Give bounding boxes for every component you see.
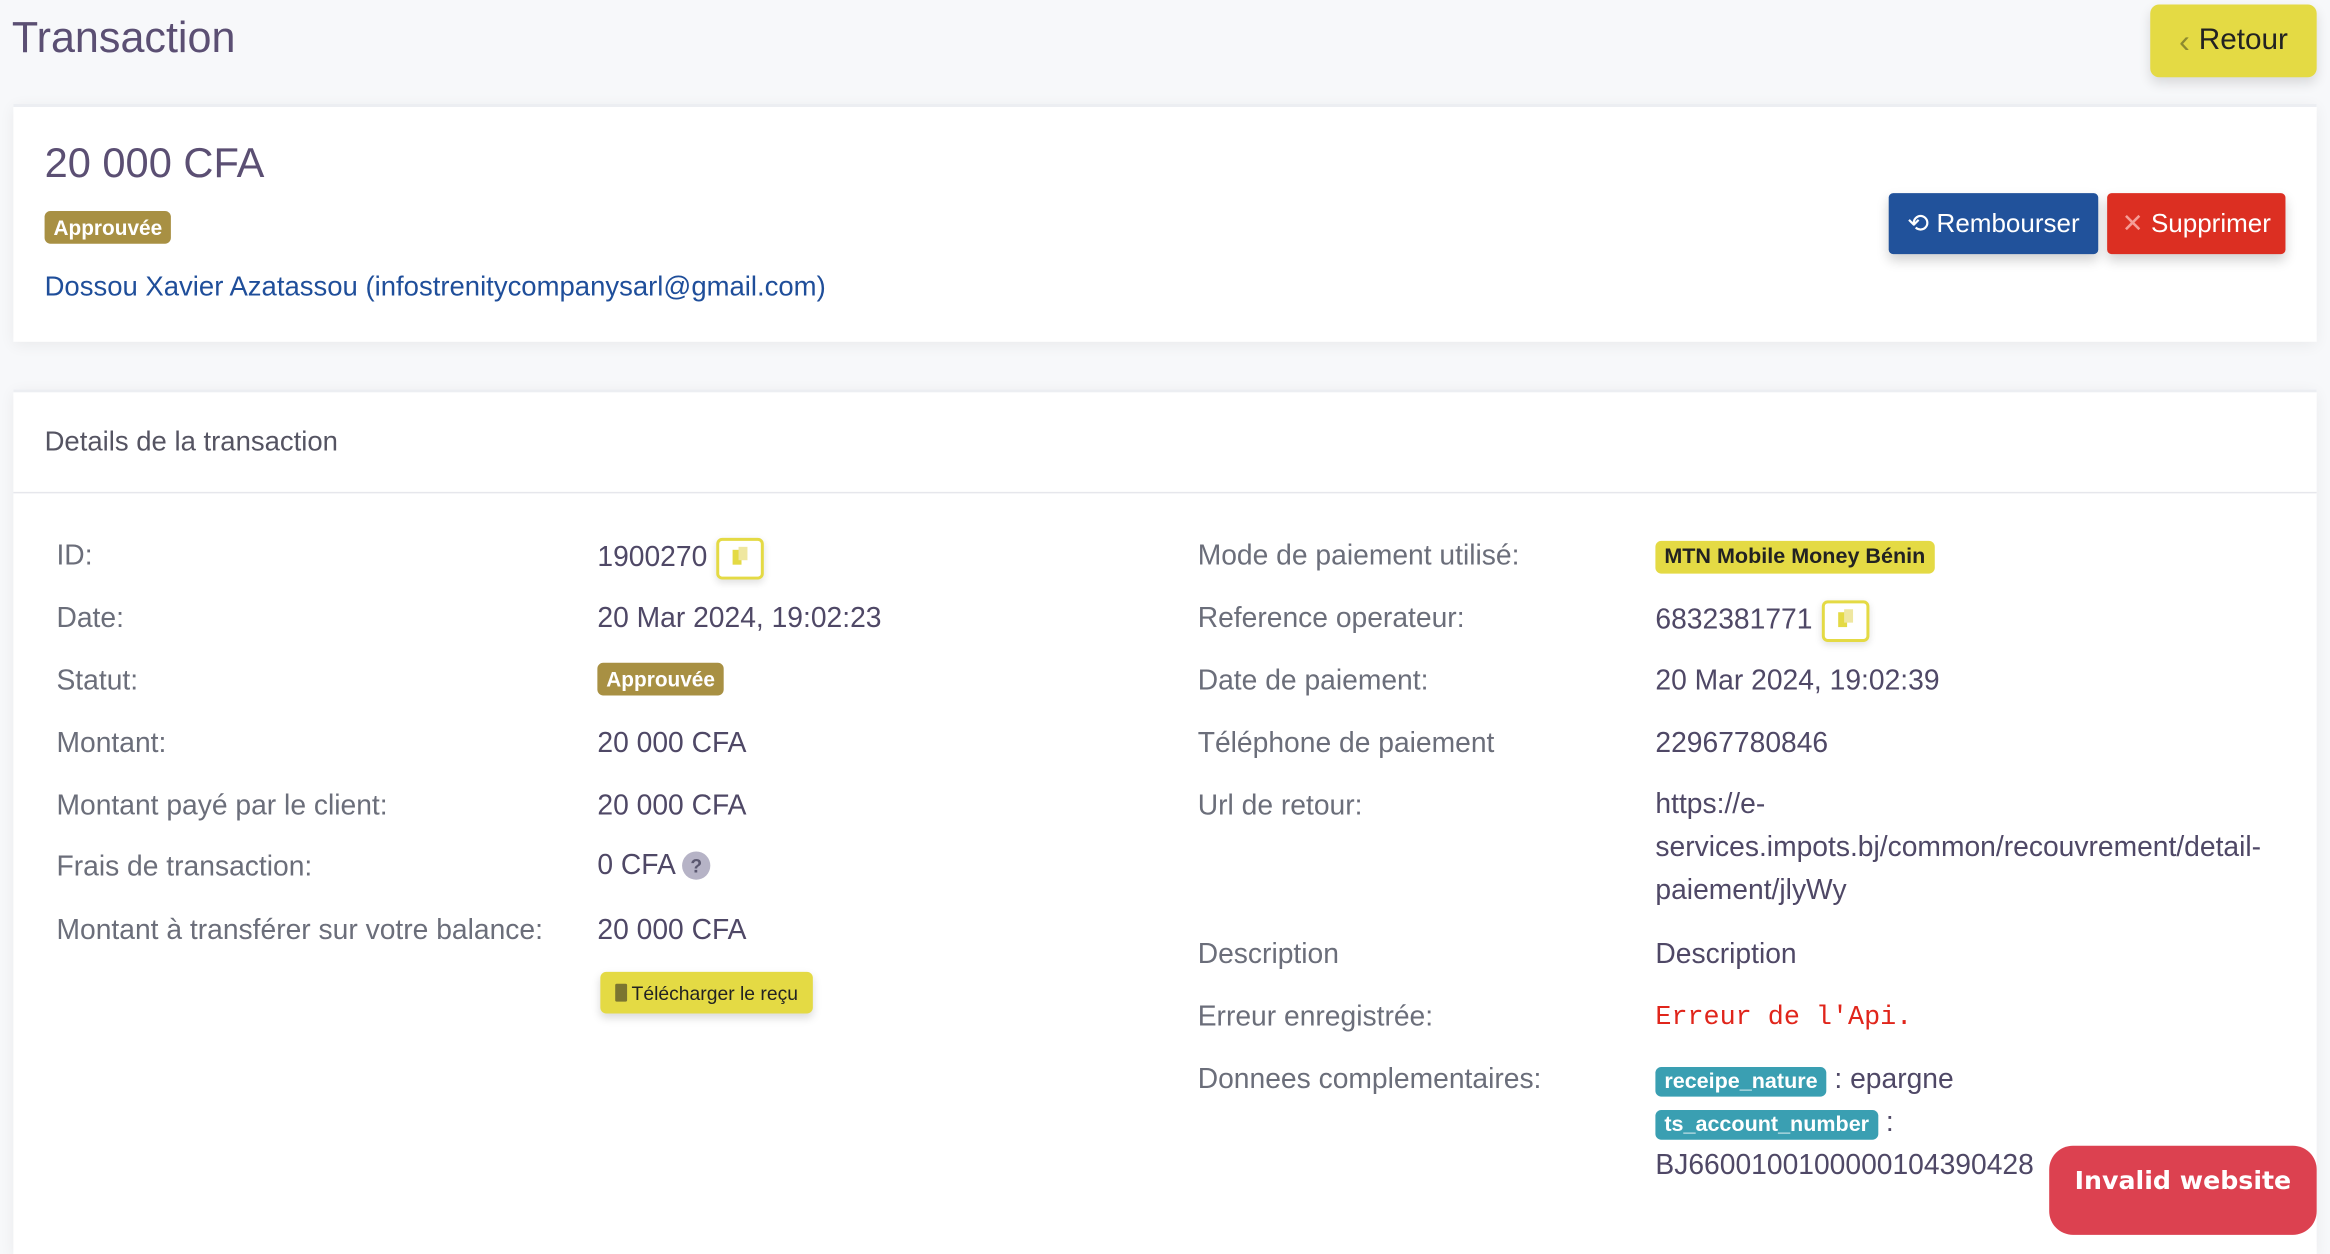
invalid-website-button[interactable]: Invalid website [2049, 1145, 2317, 1235]
undo-icon: ⟲ [1907, 208, 1930, 238]
close-icon: ✕ [2121, 208, 2144, 238]
extra-value-cont: BJ6600100100000104390428 [1655, 1150, 2034, 1182]
description-label: Description [1197, 939, 1339, 971]
delete-label: Supprimer [2150, 208, 2271, 238]
help-icon[interactable]: ? [682, 852, 711, 881]
extra-value: : epargne [1834, 1063, 1954, 1096]
url-line: paiement/jlyWy [1655, 875, 1847, 907]
file-download-icon [615, 983, 628, 1002]
back-button[interactable]: ‹ Retour [2150, 4, 2317, 78]
url-line: services.impots.bj/common/recouvrement/d… [1655, 832, 2262, 864]
return-url-value: https://e- services.impots.bj/common/rec… [1655, 783, 2261, 912]
date-label: Date: [56, 603, 124, 635]
refund-button[interactable]: ⟲ Rembourser [1888, 193, 2099, 255]
description-value: Description [1655, 939, 1797, 971]
amount-label: Montant: [56, 728, 167, 760]
amount-value: 20 000 CFA [597, 728, 747, 760]
download-receipt-button[interactable]: Télécharger le reçu [600, 971, 813, 1014]
fee-value: 0 CFA ? [597, 849, 711, 883]
transfer-value: 20 000 CFA [597, 915, 747, 947]
id-label: ID: [56, 540, 93, 573]
payment-phone-value: 22967780846 [1655, 728, 1829, 760]
chevron-left-icon: ‹ [2178, 21, 2190, 59]
extra-key-badge: receipe_nature [1655, 1066, 1827, 1097]
download-label: Télécharger le reçu [631, 981, 798, 1004]
payment-mode-badge: MTN Mobile Money Bénin [1655, 540, 1935, 574]
error-label: Erreur enregistrée: [1197, 1001, 1434, 1033]
extra-value: : [1885, 1107, 1894, 1139]
operator-ref-text: 6832381771 [1655, 604, 1813, 637]
extra-data-label: Donnees complementaires: [1197, 1063, 1542, 1096]
status-value-badge: Approuvée [597, 662, 724, 696]
extra-key-badge: ts_account_number [1655, 1110, 1879, 1140]
copy-icon[interactable] [716, 537, 764, 580]
extra-item: receipe_nature : epargne [1655, 1063, 1954, 1097]
id-text: 1900270 [597, 542, 708, 574]
payment-date-label: Date de paiement: [1197, 665, 1429, 697]
transaction-amount: 20 000 CFA [44, 139, 265, 186]
refund-label: Rembourser [1936, 208, 2080, 238]
back-label: Retour [2198, 23, 2288, 57]
payment-phone-label: Téléphone de paiement [1197, 728, 1495, 760]
error-value: Erreur de l'Api. [1655, 1003, 1913, 1033]
delete-button[interactable]: ✕ Supprimer [2107, 193, 2286, 255]
customer-link[interactable]: Dossou Xavier Azatassou (infostrenitycom… [44, 270, 826, 302]
divider [13, 491, 2317, 494]
payment-date-value: 20 Mar 2024, 19:02:39 [1655, 665, 1940, 697]
date-value: 20 Mar 2024, 19:02:23 [597, 603, 882, 635]
page-title: Transaction [11, 14, 236, 63]
id-value: 1900270 [597, 537, 764, 580]
details-card: Details de la transaction ID: 1900270 Da… [13, 389, 2317, 1254]
return-url-label: Url de retour: [1197, 790, 1363, 822]
page: Transaction ‹ Retour 20 000 CFA Approuvé… [11, 4, 2317, 1235]
fee-text: 0 CFA [597, 849, 675, 882]
copy-icon[interactable] [1821, 600, 1869, 642]
status-badge: Approuvée [44, 211, 172, 244]
operator-ref-label: Reference operateur: [1197, 603, 1465, 635]
transfer-label: Montant à transférer sur votre balance: [56, 915, 543, 947]
paid-label: Montant payé par le client: [56, 790, 388, 822]
summary-card: 20 000 CFA Approuvée Dossou Xavier Azata… [13, 104, 2317, 342]
extra-item: ts_account_number : [1655, 1107, 1894, 1140]
details-title: Details de la transaction [44, 424, 338, 457]
url-line: https://e- [1655, 789, 1766, 821]
payment-mode-label: Mode de paiement utilisé: [1197, 540, 1520, 573]
paid-value: 20 000 CFA [597, 790, 747, 822]
operator-ref-value: 6832381771 [1655, 600, 1869, 642]
status-label: Statut: [56, 665, 139, 697]
fee-label: Frais de transaction: [56, 851, 313, 883]
